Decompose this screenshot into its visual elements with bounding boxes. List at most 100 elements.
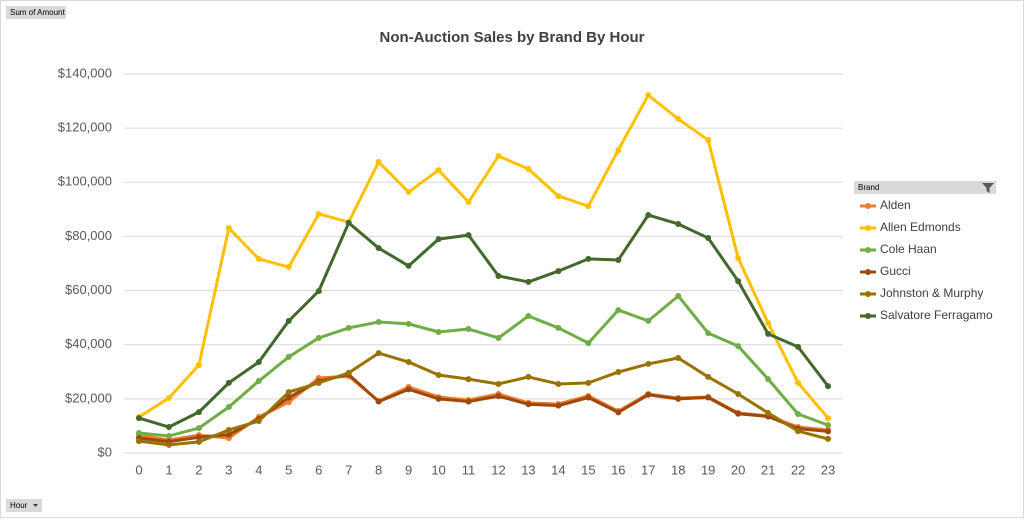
data-point [435,236,442,243]
y-tick-label: $20,000 [65,390,112,405]
data-point [165,441,172,448]
data-point [765,320,772,327]
data-point [435,167,442,174]
data-point [645,360,652,367]
filter-icon[interactable] [982,183,994,193]
data-point [795,343,802,350]
data-point [195,409,202,416]
data-point [555,380,562,387]
data-point [435,328,442,335]
data-point [705,394,712,401]
data-point [585,394,592,401]
chart-title: Non-Auction Sales by Brand By Hour [379,29,644,46]
data-point [525,313,532,320]
data-point [735,343,742,350]
data-point [255,377,262,384]
data-point [645,92,652,99]
data-point [315,334,322,341]
data-point [525,401,532,408]
data-point [615,307,622,314]
data-point [825,435,832,442]
data-point [705,235,712,242]
data-point [675,354,682,361]
data-point [165,424,172,431]
x-tick-label: 22 [791,462,805,477]
data-point [465,199,472,206]
value-field-button[interactable] [6,6,66,19]
data-point [495,380,502,387]
data-point [195,425,202,432]
data-point [795,428,802,435]
data-point [735,255,742,262]
data-point [405,189,412,196]
x-tick-label: 9 [405,462,412,477]
legend-marker [865,291,871,297]
x-tick-label: 12 [491,462,505,477]
legend-marker [865,247,871,253]
legend-marker [865,313,871,319]
data-point [465,376,472,383]
data-point [285,389,292,396]
data-point [405,386,412,393]
data-point [675,395,682,402]
data-point [315,379,322,386]
data-point [225,431,232,438]
x-tick-label: 19 [701,462,715,477]
legend-label: Cole Haan [880,242,937,256]
data-point [345,369,352,376]
data-point [735,410,742,417]
data-point [405,262,412,269]
y-tick-label: $120,000 [58,120,112,135]
data-point [315,210,322,217]
data-point [465,398,472,405]
data-point [225,426,232,433]
data-point [375,350,382,357]
legend-marker [865,269,871,275]
x-tick-label: 5 [285,462,292,477]
x-tick-label: 6 [315,462,322,477]
data-point [705,137,712,144]
data-point [645,212,652,219]
data-point [375,158,382,165]
data-point [585,255,592,262]
data-point [735,390,742,397]
axis-field-button[interactable] [6,499,42,512]
data-point [495,272,502,279]
y-tick-label: $80,000 [65,228,112,243]
x-tick-label: 17 [641,462,655,477]
data-point [195,434,202,441]
y-tick-label: $140,000 [58,65,112,80]
x-tick-label: 18 [671,462,685,477]
data-point [705,373,712,380]
data-point [825,428,832,435]
data-point [555,193,562,200]
data-point [615,256,622,263]
x-tick-label: 7 [345,462,352,477]
data-point [465,326,472,333]
data-point [825,415,832,422]
data-point [345,324,352,331]
data-point [375,398,382,405]
legend-label: Salvatore Ferragamo [880,308,993,322]
data-point [525,278,532,285]
data-point [285,399,292,406]
series-line [137,294,830,438]
x-tick-label: 8 [375,462,382,477]
data-point [375,245,382,252]
data-point [375,318,382,325]
x-tick-label: 10 [431,462,445,477]
data-point [825,383,832,390]
value-field-label: Sum of Amount [10,8,65,17]
legend-marker [865,225,871,231]
data-point [315,288,322,295]
x-tick-label: 15 [581,462,595,477]
data-point [285,394,292,401]
legend-label: Alden [880,198,911,212]
data-point [435,372,442,379]
data-point [525,373,532,380]
data-point [225,403,232,410]
data-point [285,317,292,324]
data-point [165,395,172,402]
legend-header[interactable] [854,181,996,194]
